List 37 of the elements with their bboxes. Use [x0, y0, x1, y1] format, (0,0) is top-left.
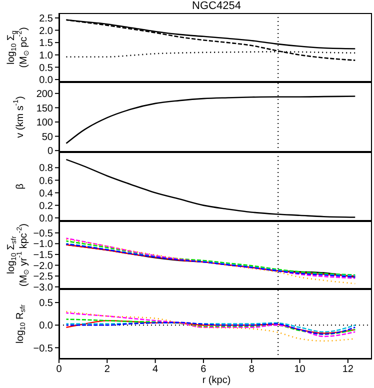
line-series: [66, 158, 356, 218]
y-axis-title: β: [14, 183, 26, 190]
y-tick-label: 2.5: [39, 13, 54, 24]
y-tick-label: 0.0: [39, 213, 54, 224]
y-tick-label: −1.5: [33, 250, 54, 262]
y-tick-label: 1.5: [39, 38, 54, 50]
line-series: [66, 312, 356, 338]
y-tick-label: −1.0: [33, 239, 54, 250]
y-tick-label: −2.5: [33, 272, 54, 283]
y-tick-label: 0.6: [39, 176, 54, 187]
x-tick-label: 4: [152, 364, 159, 376]
x-tick-label: 0: [56, 364, 62, 376]
x-tick-label: 12: [342, 364, 354, 376]
x-tick-label: 10: [294, 364, 306, 376]
x-tick-label: 6: [200, 364, 207, 376]
y-tick-label: 0.8: [39, 163, 54, 174]
y-tick-label: 0.0: [39, 320, 54, 332]
y-tick-label: 200: [36, 88, 54, 100]
y-tick-label: 0.2: [39, 200, 54, 212]
y-tick-label: 2.0: [39, 26, 54, 37]
x-tick-label: 2: [104, 364, 110, 376]
y-tick-label: 0: [47, 146, 54, 158]
y-tick-label: 0.5: [39, 62, 54, 74]
y-tick-label: 100: [36, 118, 54, 129]
y-tick-label: 0.0: [39, 75, 54, 86]
y-tick-label: −3.0: [33, 282, 54, 294]
y-tick-label: −0.5: [33, 343, 54, 354]
y-tick-label: 1.0: [39, 50, 54, 62]
x-axis-title: r (kpc): [202, 374, 231, 386]
y-tick-label: −0.5: [33, 228, 54, 240]
chart-title: NGC4254: [192, 0, 241, 12]
y-tick-label: 0.5: [39, 298, 54, 310]
x-tick-label: 8: [248, 364, 255, 376]
y-tick-label: 0.4: [39, 188, 54, 200]
y-tick-label: 50: [42, 132, 54, 143]
y-tick-label: −2.0: [33, 260, 54, 272]
y-tick-label: 150: [36, 103, 54, 114]
